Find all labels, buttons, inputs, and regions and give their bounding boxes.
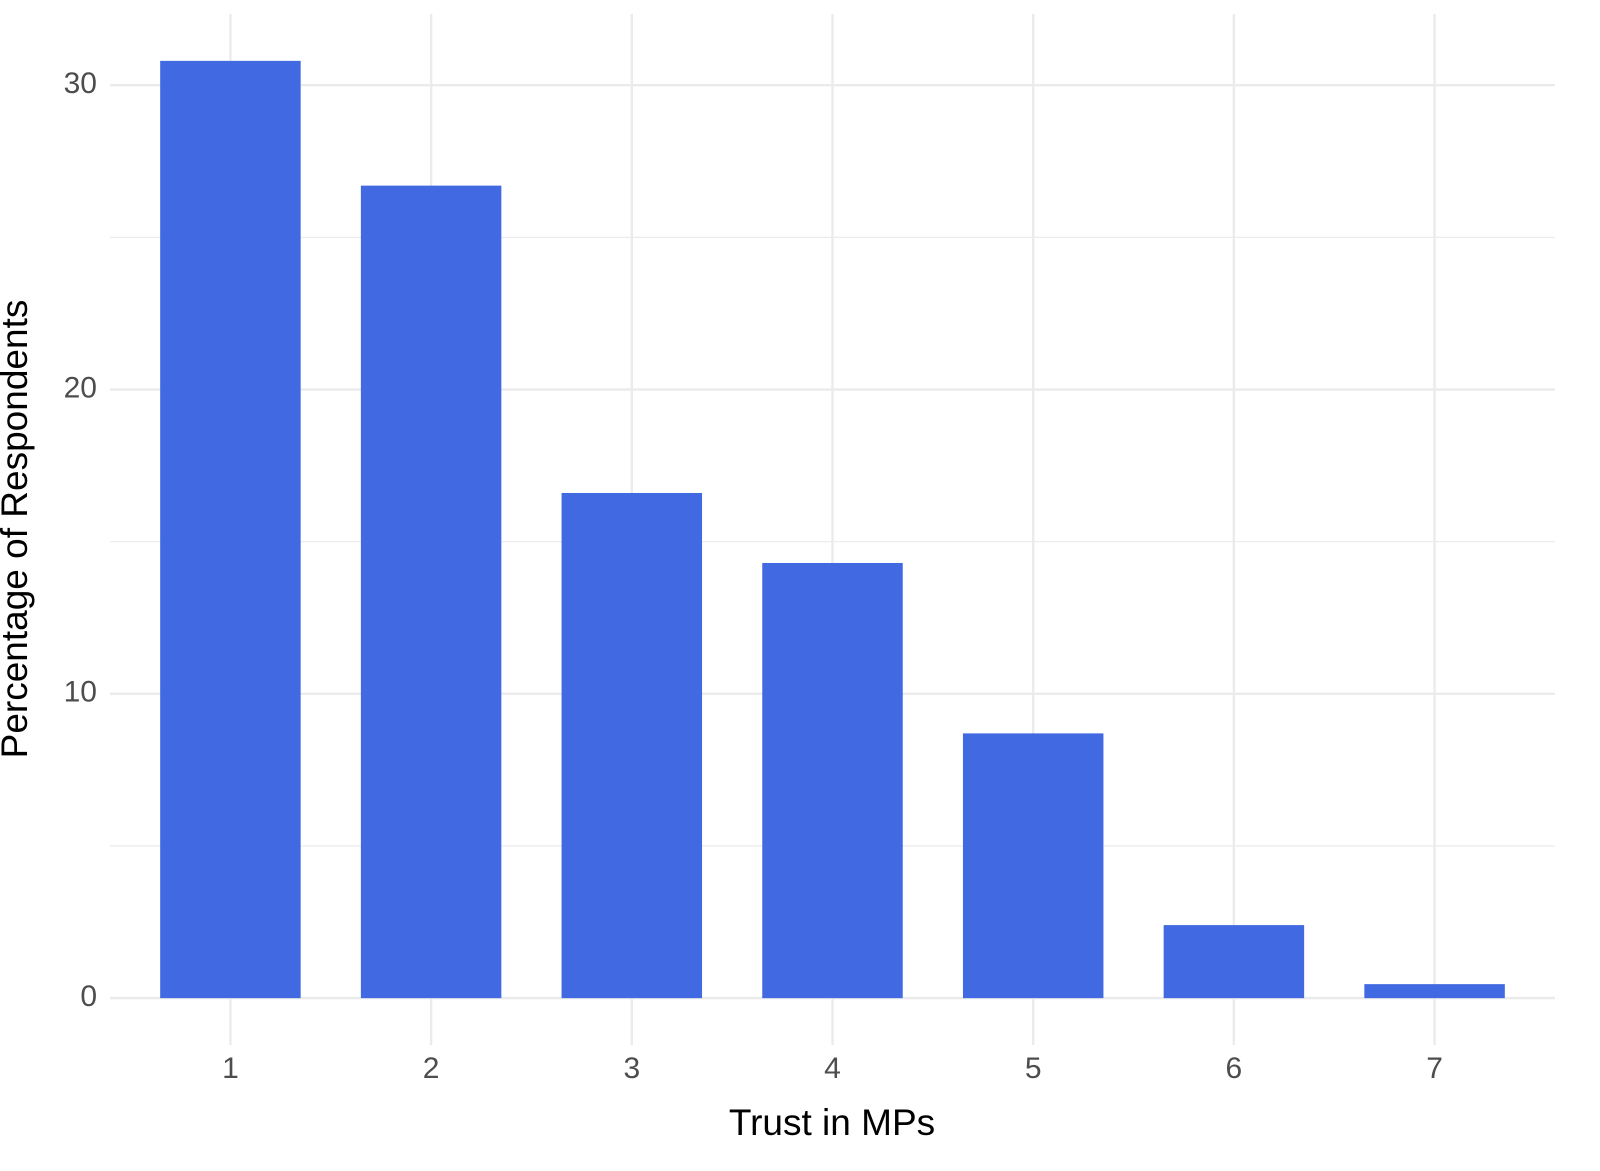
bar bbox=[561, 492, 703, 999]
x-tick-label: 5 bbox=[1025, 1052, 1042, 1085]
x-tick-label: 2 bbox=[423, 1052, 440, 1085]
bar bbox=[1163, 925, 1305, 999]
bar bbox=[1364, 984, 1505, 999]
y-tick-label: 10 bbox=[64, 676, 97, 709]
x-tick-label: 7 bbox=[1426, 1052, 1443, 1085]
x-tick-label: 6 bbox=[1226, 1052, 1243, 1085]
y-tick-label: 30 bbox=[64, 67, 97, 100]
y-axis-title: Percentage of Respondents bbox=[0, 300, 35, 759]
bar bbox=[762, 562, 903, 999]
y-tick-label: 0 bbox=[80, 980, 97, 1013]
bar bbox=[160, 60, 301, 999]
x-tick-label: 3 bbox=[623, 1052, 640, 1085]
bar bbox=[962, 733, 1104, 999]
y-tick-label: 20 bbox=[64, 371, 97, 404]
x-tick-label: 1 bbox=[222, 1052, 239, 1085]
x-axis-title: Trust in MPs bbox=[729, 1102, 935, 1143]
x-tick-label: 4 bbox=[824, 1052, 841, 1085]
bar bbox=[360, 185, 502, 999]
